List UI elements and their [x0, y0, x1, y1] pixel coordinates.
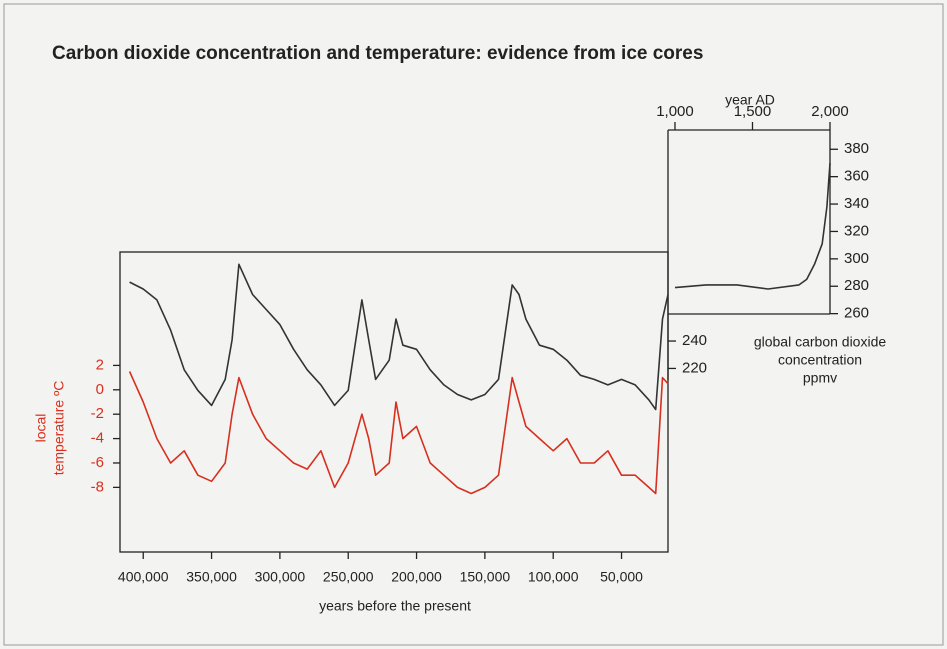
inset-x-tick-label: 2,000	[811, 103, 849, 120]
y-axis-label: temperature ºC	[51, 381, 67, 476]
x-tick-label: 350,000	[186, 569, 237, 585]
y2-tick-label: 280	[844, 277, 869, 294]
y-tick-label: -4	[91, 430, 104, 447]
chart-title: Carbon dioxide concentration and tempera…	[52, 43, 703, 64]
inset-x-tick-label: 1,000	[656, 103, 694, 120]
data-line	[129, 263, 669, 411]
y2-tick-label: 300	[844, 250, 869, 267]
data-line	[128, 371, 669, 495]
x-tick-label: 250,000	[323, 569, 374, 585]
x-tick-label: 200,000	[391, 569, 442, 585]
y2-tick-label: 360	[844, 168, 869, 185]
y2-axis-label: global carbon dioxide	[754, 334, 887, 350]
y2-tick-label: 260	[844, 305, 869, 322]
inset-x-label: year AD	[725, 92, 775, 108]
y2-tick-label: 240	[682, 332, 707, 349]
x-tick-label: 400,000	[118, 569, 169, 585]
y2-axis-label: ppmv	[803, 370, 837, 386]
x-tick-label: 300,000	[255, 569, 306, 585]
y-tick-label: -6	[91, 454, 104, 471]
x-tick-label: 100,000	[528, 569, 579, 585]
y2-axis-label: concentration	[778, 352, 862, 368]
y-tick-label: 2	[96, 356, 104, 373]
data-line	[674, 162, 831, 290]
y-tick-label: -2	[91, 405, 104, 422]
y2-tick-label: 320	[844, 222, 869, 239]
y2-tick-label: 220	[682, 359, 707, 376]
y-tick-label: -8	[91, 478, 104, 495]
y-tick-label: 0	[96, 381, 104, 398]
inset-x-tick-label: 1,500	[734, 103, 772, 120]
y2-tick-label: 340	[844, 195, 869, 212]
x-tick-label: 150,000	[460, 569, 511, 585]
y-axis-label-group: local temperature ºC	[33, 381, 67, 476]
y2-tick-label: 380	[844, 140, 869, 157]
x-axis-label: years before the present	[319, 598, 471, 614]
frame	[3, 3, 944, 646]
y-axis-label: local	[33, 414, 49, 443]
x-tick-label: 50,000	[600, 569, 643, 585]
plot-frame	[119, 251, 669, 553]
